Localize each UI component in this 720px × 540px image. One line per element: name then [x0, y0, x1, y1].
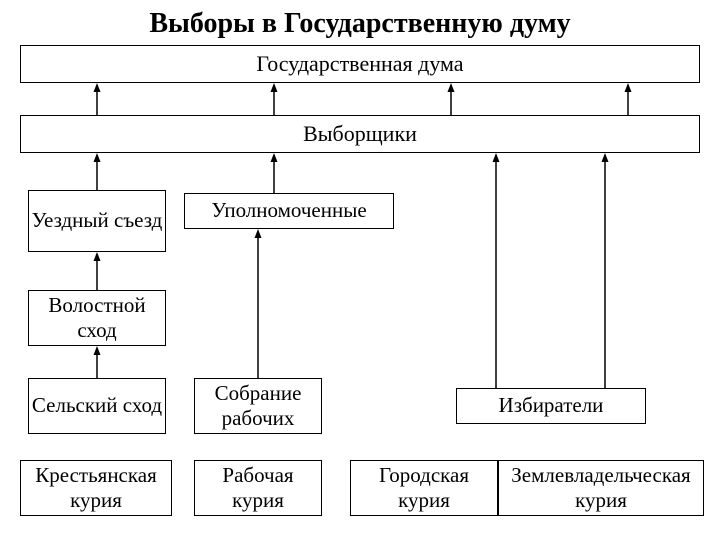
box-electors: Выборщики — [20, 115, 700, 153]
box-rabkuria: Рабочая курия — [194, 460, 322, 516]
box-volost: Волостной сход — [28, 290, 166, 346]
box-sobranie: Собрание рабочих — [194, 378, 322, 434]
diagram-root: Выборы в Государственную думу Государств… — [0, 0, 720, 540]
box-duma: Государственная дума — [20, 45, 700, 83]
box-selsky: Сельский сход — [28, 378, 166, 434]
box-uyezd: Уездный съезд — [28, 190, 166, 252]
box-krest: Крестьянская курия — [20, 460, 172, 516]
box-izbir: Избиратели — [456, 388, 646, 424]
box-zemle: Землевладельческая курия — [498, 460, 704, 516]
box-gorod: Городская курия — [350, 460, 498, 516]
box-upolnom: Уполномоченные — [184, 193, 394, 229]
diagram-title: Выборы в Государственную думу — [0, 8, 720, 40]
